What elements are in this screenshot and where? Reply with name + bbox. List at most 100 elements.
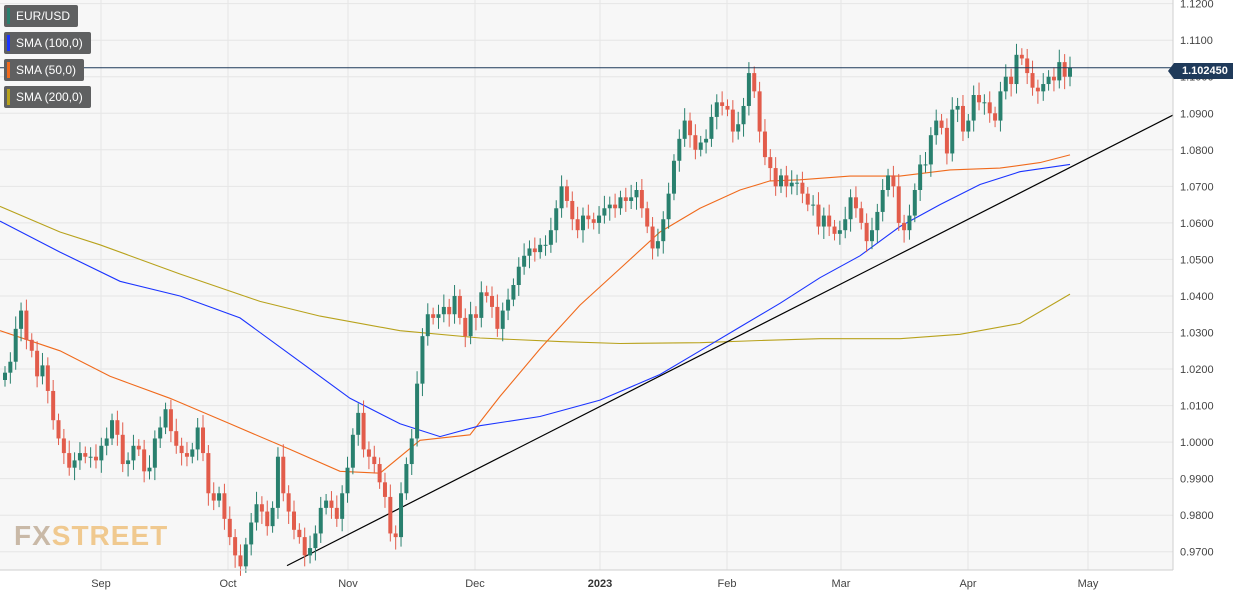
candle-body	[506, 299, 511, 311]
candle-body	[982, 102, 987, 104]
candle-body	[993, 113, 998, 121]
candle	[452, 285, 457, 324]
candle-body	[1019, 54, 1024, 59]
candle-body	[190, 449, 195, 457]
candle-body	[623, 197, 628, 201]
candle	[821, 207, 826, 239]
candle	[179, 437, 184, 466]
candle	[1046, 70, 1051, 91]
candle	[564, 179, 569, 208]
candle-body	[490, 295, 495, 307]
candle-body	[233, 537, 238, 556]
candle-body	[366, 449, 371, 457]
candle-body	[859, 208, 864, 223]
legend-sma200[interactable]: SMA (200,0)	[4, 86, 91, 108]
candle-body	[800, 182, 805, 194]
candle	[730, 100, 735, 143]
candle-body	[484, 292, 489, 296]
y-tick-label: 1.0900	[1180, 108, 1214, 120]
candle	[869, 217, 874, 250]
candle-body	[270, 507, 275, 527]
candle-body	[318, 507, 323, 534]
candle	[950, 97, 955, 162]
candle-body	[639, 190, 644, 209]
candle	[490, 286, 495, 318]
candle-body	[211, 493, 216, 501]
candle	[1041, 73, 1046, 101]
candle-body	[67, 453, 72, 468]
candle	[195, 418, 200, 461]
candle	[88, 447, 93, 468]
candle-body	[570, 200, 575, 220]
candle	[891, 165, 896, 198]
candle-body	[356, 412, 361, 435]
candle-body	[971, 95, 976, 121]
candle	[115, 410, 120, 446]
candle	[1035, 79, 1040, 104]
candle	[993, 106, 998, 128]
candle	[8, 352, 13, 384]
legend-eurusd[interactable]: EUR/USD	[4, 5, 79, 27]
candle	[1062, 54, 1067, 90]
candle-body	[548, 230, 553, 245]
candle	[918, 154, 923, 201]
candle	[704, 129, 709, 154]
candle-body	[377, 464, 382, 483]
candle	[340, 485, 345, 532]
candle-body	[730, 109, 735, 132]
candle-body	[709, 116, 714, 139]
candle-body	[789, 182, 794, 187]
candle	[982, 94, 987, 115]
y-tick-label: 1.0500	[1180, 254, 1214, 266]
candle-body	[61, 438, 66, 454]
candle	[72, 452, 77, 481]
candle	[324, 494, 329, 515]
legend-sma50[interactable]: SMA (50,0)	[4, 59, 85, 81]
y-tick-label: 1.0300	[1180, 328, 1214, 340]
candle	[848, 189, 853, 232]
candle	[966, 114, 971, 139]
candle	[939, 114, 944, 135]
candle-body	[532, 248, 537, 253]
candle	[163, 402, 168, 435]
candle	[1014, 43, 1019, 94]
candle-body	[24, 310, 29, 340]
candle	[13, 316, 18, 370]
candles	[3, 43, 1072, 576]
candle	[136, 439, 141, 456]
candle-body	[853, 197, 858, 209]
legend-sma100[interactable]: SMA (100,0)	[4, 32, 91, 54]
candle-body	[891, 175, 896, 187]
candle	[1030, 60, 1035, 96]
candle	[532, 237, 537, 262]
candle	[736, 111, 741, 140]
candle	[152, 430, 157, 481]
candle-body	[425, 314, 430, 337]
candle-body	[324, 500, 329, 508]
candle-body	[928, 135, 933, 165]
candle	[902, 214, 907, 243]
candle-body	[650, 226, 655, 249]
candle	[629, 184, 634, 209]
candle	[987, 91, 992, 123]
candle-body	[693, 135, 698, 150]
candle-body	[816, 204, 821, 227]
candle-body	[206, 453, 211, 494]
candle	[211, 482, 216, 511]
candle	[639, 179, 644, 218]
candle-body	[987, 102, 992, 114]
candle-body	[950, 109, 955, 154]
candle-body	[254, 504, 259, 523]
candle	[35, 341, 40, 388]
candle-body	[586, 215, 591, 220]
candle-body	[527, 248, 532, 256]
candle	[409, 428, 414, 475]
candle	[934, 109, 939, 145]
candle	[275, 447, 280, 519]
candle	[366, 441, 371, 470]
candle-body	[120, 434, 125, 465]
candle-body	[29, 339, 34, 351]
candle-body	[184, 453, 189, 457]
candle	[580, 207, 585, 243]
